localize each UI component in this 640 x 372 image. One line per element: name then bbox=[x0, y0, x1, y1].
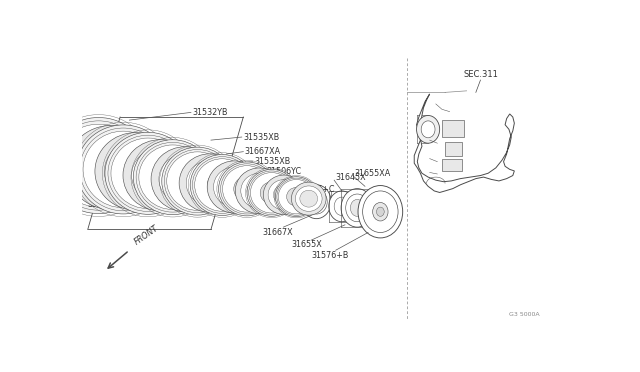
Ellipse shape bbox=[77, 125, 170, 214]
Text: 31667X: 31667X bbox=[262, 228, 293, 237]
Ellipse shape bbox=[207, 161, 262, 213]
Text: SEC.311: SEC.311 bbox=[463, 70, 498, 79]
Ellipse shape bbox=[128, 154, 168, 192]
Ellipse shape bbox=[372, 202, 388, 221]
Ellipse shape bbox=[207, 171, 237, 199]
Ellipse shape bbox=[105, 132, 191, 214]
Ellipse shape bbox=[334, 197, 349, 216]
Ellipse shape bbox=[287, 187, 306, 206]
Ellipse shape bbox=[296, 186, 322, 211]
Bar bbox=[442, 158, 462, 171]
Ellipse shape bbox=[358, 186, 403, 238]
Ellipse shape bbox=[376, 207, 384, 217]
Ellipse shape bbox=[95, 132, 177, 210]
Ellipse shape bbox=[241, 173, 278, 208]
Ellipse shape bbox=[190, 154, 254, 215]
Ellipse shape bbox=[162, 147, 233, 215]
Ellipse shape bbox=[306, 189, 327, 214]
Ellipse shape bbox=[151, 147, 219, 212]
Text: 31655X: 31655X bbox=[291, 240, 322, 249]
Ellipse shape bbox=[341, 189, 373, 227]
Ellipse shape bbox=[75, 143, 122, 188]
Ellipse shape bbox=[275, 177, 317, 217]
Text: 31535XB: 31535XB bbox=[243, 132, 280, 141]
Text: 31506YC: 31506YC bbox=[266, 167, 301, 176]
Bar bbox=[445, 142, 462, 155]
Ellipse shape bbox=[167, 152, 228, 210]
Ellipse shape bbox=[115, 151, 157, 191]
Ellipse shape bbox=[77, 135, 145, 200]
Ellipse shape bbox=[219, 162, 275, 216]
Ellipse shape bbox=[417, 115, 440, 143]
Ellipse shape bbox=[111, 138, 185, 209]
Ellipse shape bbox=[186, 161, 234, 206]
Ellipse shape bbox=[221, 174, 248, 200]
Ellipse shape bbox=[278, 180, 314, 214]
Ellipse shape bbox=[247, 169, 296, 216]
Ellipse shape bbox=[154, 160, 191, 195]
Text: G3 5000A: G3 5000A bbox=[509, 312, 540, 317]
Ellipse shape bbox=[141, 157, 180, 193]
Ellipse shape bbox=[268, 180, 300, 210]
Ellipse shape bbox=[329, 191, 355, 222]
Ellipse shape bbox=[421, 121, 435, 138]
Ellipse shape bbox=[247, 179, 271, 203]
Ellipse shape bbox=[260, 182, 283, 204]
Text: 31532YB: 31532YB bbox=[193, 108, 228, 117]
Ellipse shape bbox=[223, 166, 271, 212]
Ellipse shape bbox=[168, 163, 202, 196]
Ellipse shape bbox=[214, 167, 255, 207]
Ellipse shape bbox=[133, 140, 212, 215]
Ellipse shape bbox=[102, 149, 145, 190]
Ellipse shape bbox=[273, 185, 294, 205]
Ellipse shape bbox=[263, 175, 305, 214]
Text: FRONT: FRONT bbox=[132, 223, 160, 246]
Ellipse shape bbox=[195, 159, 250, 211]
Ellipse shape bbox=[83, 131, 163, 208]
Ellipse shape bbox=[159, 154, 211, 204]
Ellipse shape bbox=[132, 148, 189, 203]
Ellipse shape bbox=[123, 140, 198, 211]
Ellipse shape bbox=[291, 182, 326, 215]
Ellipse shape bbox=[234, 176, 260, 202]
Text: 31576+C: 31576+C bbox=[297, 185, 335, 194]
Ellipse shape bbox=[302, 185, 331, 219]
Ellipse shape bbox=[350, 199, 364, 217]
Ellipse shape bbox=[139, 145, 207, 209]
Ellipse shape bbox=[300, 190, 317, 207]
Ellipse shape bbox=[179, 154, 241, 212]
Bar bbox=[442, 120, 463, 137]
Text: 31645X: 31645X bbox=[336, 173, 366, 182]
Ellipse shape bbox=[346, 194, 369, 222]
Ellipse shape bbox=[363, 191, 398, 232]
Text: 31655XA: 31655XA bbox=[354, 169, 390, 178]
Text: 31667XA: 31667XA bbox=[245, 147, 281, 156]
Ellipse shape bbox=[48, 118, 149, 214]
Polygon shape bbox=[414, 94, 515, 192]
Ellipse shape bbox=[55, 124, 142, 207]
Ellipse shape bbox=[194, 168, 225, 198]
Text: 31535XB: 31535XB bbox=[254, 157, 291, 166]
Ellipse shape bbox=[104, 142, 167, 201]
Text: 31666X: 31666X bbox=[88, 199, 118, 209]
Ellipse shape bbox=[236, 168, 284, 214]
Ellipse shape bbox=[67, 125, 155, 209]
Ellipse shape bbox=[181, 165, 214, 197]
Text: 31576+B: 31576+B bbox=[311, 251, 348, 260]
Ellipse shape bbox=[250, 173, 293, 213]
Ellipse shape bbox=[88, 146, 134, 189]
